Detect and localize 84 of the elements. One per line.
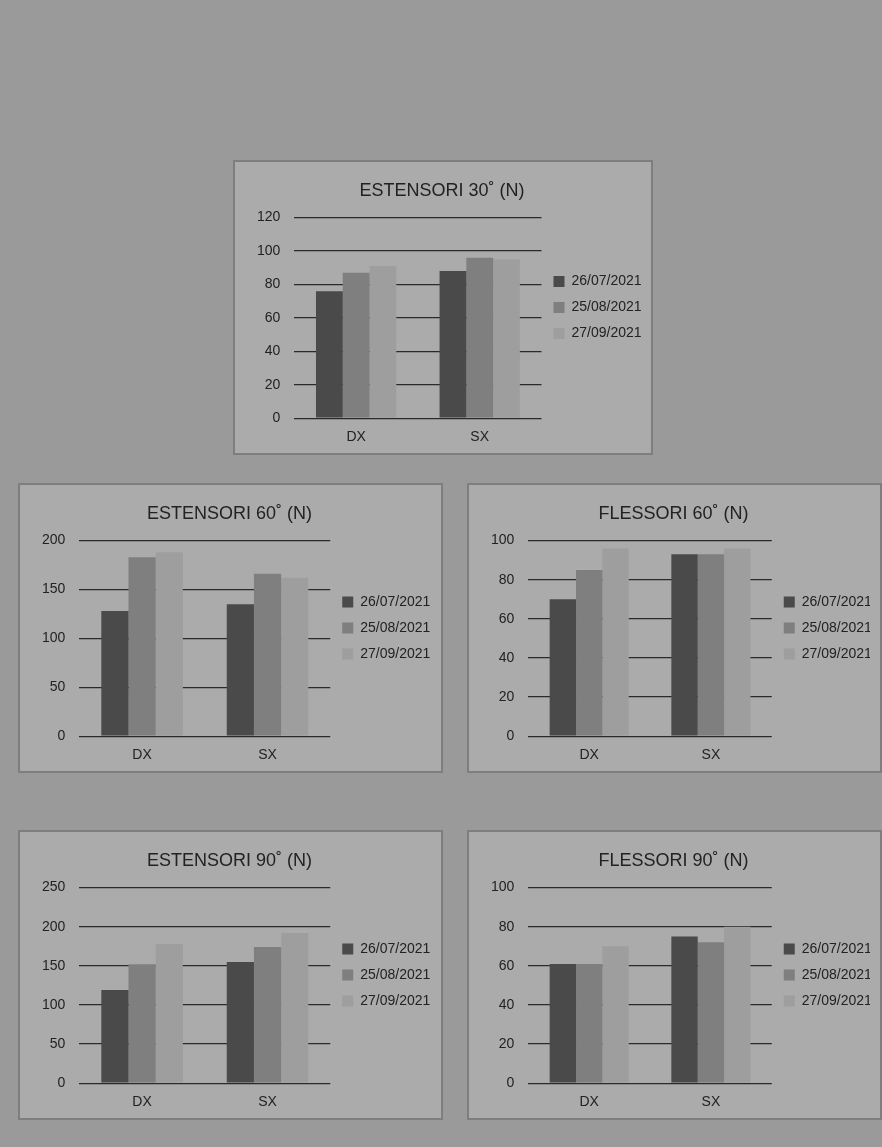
legend-label: 27/09/2021 (360, 644, 431, 661)
y-tick-label: 200 (42, 917, 66, 934)
legend-label: 26/07/2021 (571, 272, 642, 289)
y-tick-label: 100 (257, 241, 281, 258)
x-tick-label: SX (258, 746, 278, 763)
bar (697, 942, 725, 1083)
y-tick-label: 100 (491, 878, 515, 895)
bar (697, 554, 725, 736)
y-tick-label: 0 (57, 1074, 66, 1091)
chart-title: ESTENSORI 30˚ (N) (359, 179, 525, 200)
bar (549, 599, 577, 736)
y-tick-label: 80 (498, 570, 515, 587)
chart-title: FLESSORI 90˚ (N) (598, 849, 749, 870)
bar (281, 577, 309, 736)
bar (549, 963, 577, 1083)
x-tick-label: DX (132, 1093, 153, 1110)
bar (226, 604, 254, 736)
legend-label: 26/07/2021 (360, 592, 431, 609)
bar (576, 569, 603, 736)
bar (101, 611, 129, 736)
bar (671, 554, 698, 736)
y-tick-label: 40 (264, 342, 281, 359)
bar (369, 266, 397, 418)
bar (602, 946, 629, 1083)
y-tick-label: 50 (49, 1034, 66, 1051)
y-tick-label: 80 (498, 917, 515, 934)
y-tick-label: 200 (42, 531, 66, 548)
bar (281, 932, 309, 1083)
y-tick-label: 100 (491, 531, 515, 548)
y-tick-label: 0 (506, 1074, 515, 1091)
y-tick-label: 150 (42, 956, 66, 973)
y-tick-label: 100 (42, 995, 66, 1012)
bar (342, 272, 370, 418)
y-tick-label: 80 (264, 275, 281, 292)
bar (671, 936, 698, 1083)
bar (576, 963, 603, 1083)
y-tick-label: 50 (49, 678, 66, 695)
x-tick-label: SX (701, 746, 721, 763)
y-tick-label: 20 (498, 1034, 515, 1051)
bar (493, 259, 520, 418)
bar (226, 961, 254, 1083)
y-tick-label: 20 (498, 687, 515, 704)
y-tick-label: 0 (272, 409, 281, 426)
bar (128, 557, 156, 736)
legend-label: 26/07/2021 (360, 939, 431, 956)
bar (724, 926, 751, 1083)
bar (155, 943, 183, 1083)
legend-label: 25/08/2021 (571, 298, 642, 315)
y-tick-label: 150 (42, 580, 66, 597)
legend-label: 27/09/2021 (360, 991, 431, 1008)
y-tick-label: 20 (264, 375, 281, 392)
legend-label: 25/08/2021 (360, 618, 431, 635)
bar (315, 291, 343, 418)
x-tick-label: DX (346, 428, 367, 445)
x-tick-label: DX (579, 1093, 600, 1110)
chart-title: ESTENSORI 90˚ (N) (146, 849, 313, 870)
bar (128, 964, 156, 1083)
bar (724, 548, 751, 736)
y-tick-label: 40 (498, 648, 515, 665)
chart-title: FLESSORI 60˚ (N) (598, 502, 749, 523)
x-tick-label: DX (579, 746, 600, 763)
y-tick-label: 0 (57, 727, 66, 744)
chart-title: ESTENSORI 60˚ (N) (146, 502, 313, 523)
bar (101, 990, 129, 1083)
legend-label: 27/09/2021 (571, 324, 642, 341)
y-tick-label: 250 (42, 878, 66, 895)
bar (466, 257, 494, 418)
y-tick-label: 120 (257, 208, 281, 225)
bar (602, 548, 629, 736)
bar (253, 947, 282, 1083)
y-tick-label: 40 (498, 995, 515, 1012)
y-tick-label: 60 (498, 956, 515, 973)
y-tick-label: 0 (506, 727, 515, 744)
y-tick-label: 60 (498, 609, 515, 626)
x-tick-label: SX (701, 1093, 721, 1110)
x-tick-label: DX (132, 746, 153, 763)
x-tick-label: SX (470, 428, 490, 445)
bar (155, 552, 183, 736)
legend-label: 25/08/2021 (360, 965, 431, 982)
x-tick-label: SX (258, 1093, 278, 1110)
bar (253, 573, 282, 736)
y-tick-label: 100 (42, 629, 66, 646)
y-tick-label: 60 (264, 308, 281, 325)
bar (439, 271, 467, 418)
